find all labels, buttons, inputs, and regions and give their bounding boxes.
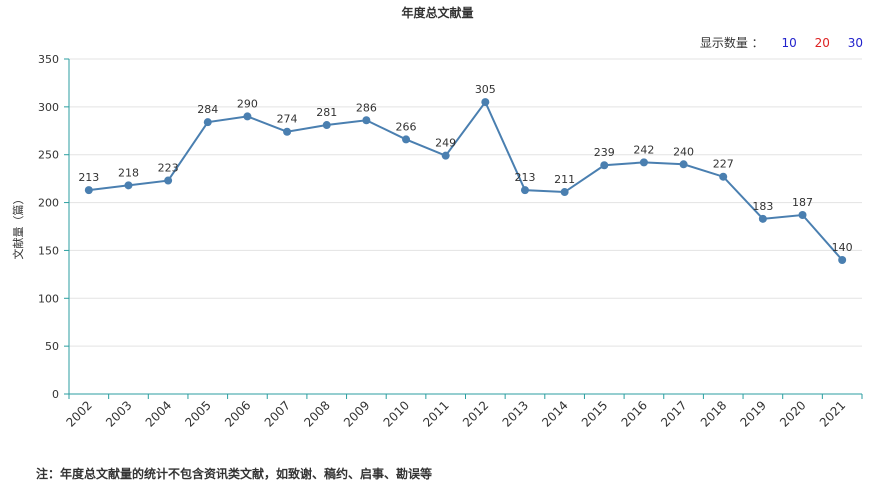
data-point-2010 bbox=[402, 135, 411, 144]
data-label-2006: 290 bbox=[237, 97, 258, 110]
y-tick-label-250: 250 bbox=[38, 149, 59, 162]
data-label-2002: 213 bbox=[78, 171, 99, 184]
count-option-10[interactable]: 10 bbox=[781, 36, 797, 50]
y-axis-label: 文献量（篇） bbox=[11, 194, 25, 260]
count-option-30[interactable]: 30 bbox=[847, 36, 863, 50]
data-point-2019 bbox=[758, 214, 767, 223]
data-label-2016: 242 bbox=[633, 143, 654, 156]
x-tick-label-2008: 2008 bbox=[301, 398, 332, 429]
data-label-2007: 274 bbox=[277, 113, 298, 126]
y-tick-label-350: 350 bbox=[38, 53, 59, 66]
data-point-2021 bbox=[838, 256, 847, 264]
x-tick-label-2003: 2003 bbox=[103, 398, 134, 429]
x-tick-label-2012: 2012 bbox=[460, 398, 491, 429]
data-point-2014 bbox=[560, 188, 569, 197]
data-point-2006 bbox=[243, 112, 252, 121]
y-tick-label-100: 100 bbox=[38, 292, 59, 305]
footnote: 注：年度总文献量的统计不包含资讯类文献，如致谢、稿约、启事、勘误等 bbox=[36, 467, 433, 481]
data-label-2021: 140 bbox=[832, 241, 853, 254]
y-tick-label-0: 0 bbox=[52, 388, 59, 401]
y-tick-label-50: 50 bbox=[45, 340, 59, 353]
data-label-2010: 266 bbox=[396, 120, 417, 133]
x-tick-label-2017: 2017 bbox=[658, 398, 689, 429]
y-tick-label-300: 300 bbox=[38, 101, 59, 114]
data-label-2013: 213 bbox=[514, 171, 535, 184]
x-tick-label-2020: 2020 bbox=[777, 398, 808, 429]
data-point-2013 bbox=[520, 186, 529, 195]
x-tick-label-2006: 2006 bbox=[222, 398, 253, 429]
data-point-2004 bbox=[164, 176, 173, 185]
y-tick-label-150: 150 bbox=[38, 244, 59, 257]
display-count-selector: 显示数量 ： 10 20 30 bbox=[700, 34, 863, 51]
x-tick-label-2002: 2002 bbox=[63, 398, 94, 429]
data-point-2015 bbox=[600, 161, 609, 170]
display-count-label: 显示数量 ： bbox=[699, 36, 764, 50]
data-point-2011 bbox=[441, 151, 450, 160]
x-tick-label-2005: 2005 bbox=[182, 398, 213, 429]
data-label-2011: 249 bbox=[435, 137, 456, 150]
data-point-2003 bbox=[124, 181, 133, 190]
data-label-2018: 227 bbox=[713, 158, 734, 171]
x-tick-label-2016: 2016 bbox=[619, 398, 650, 429]
data-label-2012: 305 bbox=[475, 83, 496, 96]
data-point-2016 bbox=[639, 158, 648, 167]
y-tick-label-200: 200 bbox=[38, 197, 59, 210]
x-tick-label-2010: 2010 bbox=[381, 398, 412, 429]
data-label-2008: 281 bbox=[316, 106, 337, 119]
data-point-2020 bbox=[798, 211, 807, 220]
x-tick-label-2014: 2014 bbox=[539, 398, 570, 429]
data-point-2018 bbox=[719, 172, 728, 181]
data-label-2019: 183 bbox=[752, 200, 773, 213]
x-tick-label-2019: 2019 bbox=[737, 398, 768, 429]
chart-title: 年度总文献量 bbox=[401, 6, 474, 20]
data-label-2005: 284 bbox=[197, 103, 218, 116]
data-point-2008 bbox=[322, 121, 331, 130]
x-tick-label-2021: 2021 bbox=[817, 398, 848, 429]
data-point-2009 bbox=[362, 116, 371, 125]
data-label-2014: 211 bbox=[554, 173, 575, 186]
count-option-20[interactable]: 20 bbox=[814, 36, 830, 50]
data-point-2017 bbox=[679, 160, 688, 169]
x-tick-label-2013: 2013 bbox=[500, 398, 531, 429]
x-tick-label-2011: 2011 bbox=[420, 398, 451, 429]
x-tick-label-2004: 2004 bbox=[143, 398, 174, 429]
data-label-2009: 286 bbox=[356, 101, 377, 114]
data-label-2015: 239 bbox=[594, 146, 615, 159]
data-label-2020: 187 bbox=[792, 196, 813, 209]
data-label-2003: 218 bbox=[118, 166, 139, 179]
data-point-2002 bbox=[84, 186, 93, 195]
data-label-2017: 240 bbox=[673, 145, 694, 158]
x-tick-label-2018: 2018 bbox=[698, 398, 729, 429]
series-line bbox=[88, 100, 843, 261]
data-point-2007 bbox=[283, 127, 292, 136]
data-point-2005 bbox=[203, 118, 212, 127]
x-tick-label-2007: 2007 bbox=[262, 398, 293, 429]
data-label-2004: 223 bbox=[158, 162, 179, 175]
data-point-2012 bbox=[481, 98, 490, 107]
x-tick-label-2009: 2009 bbox=[341, 398, 372, 429]
x-tick-label-2015: 2015 bbox=[579, 398, 610, 429]
